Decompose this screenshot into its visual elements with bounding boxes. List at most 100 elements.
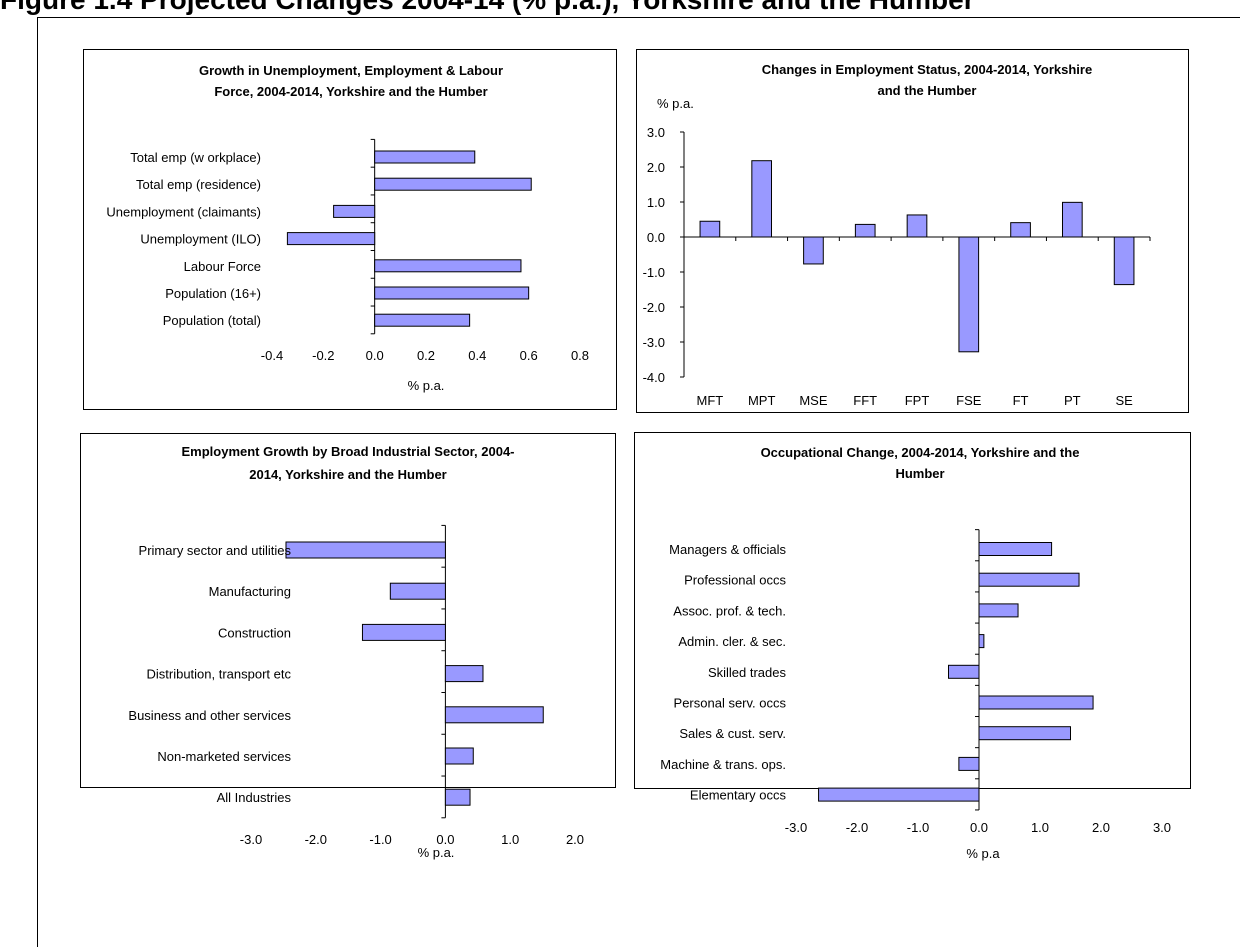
chart-panel-industrial-sector: Employment Growth by Broad Industrial Se… xyxy=(80,433,616,860)
occupational-change-bar-1 xyxy=(978,542,1053,556)
chart-panel-labour-force: Growth in Unemployment, Employment & Lab… xyxy=(83,49,617,410)
employment-status-bar-1 xyxy=(699,220,721,238)
employment-status-chart: Changes in Employment Status, 2004-2014,… xyxy=(643,62,1151,408)
employment-status-tick-label-7: -3.0 xyxy=(643,335,665,350)
employment-status-category-label-6: FSE xyxy=(956,393,982,408)
occupational-change-category-label-4: Admin. cler. & sec. xyxy=(678,634,786,649)
employment-status-tick-label-5: -1.0 xyxy=(643,265,665,280)
occupational-change-bar-6 xyxy=(978,695,1094,710)
occupational-change-title-line-2: Humber xyxy=(895,466,944,481)
labour-force-bar-1 xyxy=(374,150,476,164)
employment-status-category-label-3: MSE xyxy=(799,393,828,408)
industrial-sector-bar-2 xyxy=(389,582,446,600)
labour-force-tick-label-3: 0.0 xyxy=(366,348,384,363)
employment-status-category-label-2: MPT xyxy=(748,393,776,408)
occupational-change-category-label-9: Elementary occs xyxy=(690,788,787,803)
industrial-sector-tick-label-2: -2.0 xyxy=(305,832,327,847)
occupational-change-category-label-3: Assoc. prof. & tech. xyxy=(673,603,786,618)
occupational-change-bar-7 xyxy=(978,726,1071,741)
industrial-sector-bar-4 xyxy=(444,665,484,683)
employment-status-category-label-9: SE xyxy=(1115,393,1133,408)
industrial-sector-tick-label-3: -1.0 xyxy=(369,832,391,847)
labour-force-tick-label-5: 0.4 xyxy=(468,348,486,363)
industrial-sector-category-label-7: All Industries xyxy=(217,790,292,805)
occupational-change-tick-label-4: 0.0 xyxy=(970,820,988,835)
employment-status-bar-9 xyxy=(1113,236,1135,286)
occupational-change-bar-5 xyxy=(948,664,980,679)
industrial-sector-tick-label-6: 2.0 xyxy=(566,832,584,847)
employment-status-title-line-2: and the Humber xyxy=(878,83,977,98)
occupational-change-category-label-7: Sales & cust. serv. xyxy=(679,726,786,741)
occupational-change-bar-8 xyxy=(958,756,980,771)
labour-force-title-line-2: Force, 2004-2014, Yorkshire and the Humb… xyxy=(214,84,487,99)
labour-force-tick-label-6: 0.6 xyxy=(520,348,538,363)
occupational-change-category-label-2: Professional occs xyxy=(684,573,786,588)
labour-force-category-label-5: Labour Force xyxy=(184,259,261,274)
labour-force-category-label-6: Population (16+) xyxy=(165,286,261,301)
employment-status-bar-2 xyxy=(751,160,773,238)
occupational-change-category-label-5: Skilled trades xyxy=(708,665,787,680)
chart-panel-employment-status: Changes in Employment Status, 2004-2014,… xyxy=(636,49,1189,413)
labour-force-chart: Growth in Unemployment, Employment & Lab… xyxy=(106,63,589,393)
employment-status-tick-label-1: 3.0 xyxy=(647,125,665,140)
industrial-sector-tick-label-4: 0.0 xyxy=(436,832,454,847)
employment-status-category-label-1: MFT xyxy=(697,393,724,408)
employment-status-category-label-4: FFT xyxy=(853,393,877,408)
employment-status-category-label-5: FPT xyxy=(905,393,930,408)
labour-force-x-axis-label: % p.a. xyxy=(408,378,445,393)
employment-status-tick-label-6: -2.0 xyxy=(643,300,665,315)
industrial-sector-bar-5 xyxy=(444,706,544,724)
labour-force-tick-label-1: -0.4 xyxy=(261,348,283,363)
labour-force-tick-label-4: 0.2 xyxy=(417,348,435,363)
employment-status-tick-label-2: 2.0 xyxy=(647,160,665,175)
occupational-change-tick-label-1: -3.0 xyxy=(785,820,807,835)
industrial-sector-category-label-4: Distribution, transport etc xyxy=(146,667,291,682)
labour-force-bar-6 xyxy=(374,286,530,300)
labour-force-bar-4 xyxy=(286,232,376,246)
occupational-change-tick-label-6: 2.0 xyxy=(1092,820,1110,835)
occupational-change-title-line-1: Occupational Change, 2004-2014, Yorkshir… xyxy=(761,445,1080,460)
labour-force-title-line-1: Growth in Unemployment, Employment & Lab… xyxy=(199,63,503,78)
employment-status-bar-8 xyxy=(1061,201,1083,238)
labour-force-tick-label-7: 0.8 xyxy=(571,348,589,363)
employment-status-title-line-1: Changes in Employment Status, 2004-2014,… xyxy=(762,62,1092,77)
industrial-sector-tick-label-5: 1.0 xyxy=(501,832,519,847)
occupational-change-chart: Occupational Change, 2004-2014, Yorkshir… xyxy=(660,445,1171,861)
industrial-sector-bar-1 xyxy=(285,541,446,559)
chart-panel-occupational-change: Occupational Change, 2004-2014, Yorkshir… xyxy=(634,432,1191,861)
occupational-change-bar-4 xyxy=(978,634,985,649)
industrial-sector-x-axis-label: % p.a. xyxy=(418,845,455,860)
occupational-change-category-label-8: Machine & trans. ops. xyxy=(660,757,786,772)
occupational-change-bar-3 xyxy=(978,603,1019,618)
industrial-sector-category-label-3: Construction xyxy=(218,625,291,640)
industrial-sector-tick-label-1: -3.0 xyxy=(240,832,262,847)
page-frame xyxy=(37,17,1240,947)
labour-force-tick-label-2: -0.2 xyxy=(312,348,334,363)
employment-status-bar-3 xyxy=(803,236,824,265)
employment-status-category-label-7: FT xyxy=(1013,393,1029,408)
employment-status-tick-label-3: 1.0 xyxy=(647,195,665,210)
occupational-change-tick-label-2: -2.0 xyxy=(846,820,868,835)
employment-status-y-axis-label: % p.a. xyxy=(657,96,694,111)
industrial-sector-title-line-2: 2014, Yorkshire and the Humber xyxy=(249,467,446,482)
employment-status-bar-5 xyxy=(906,214,928,238)
employment-status-bar-4 xyxy=(854,223,876,238)
labour-force-category-label-1: Total emp (w orkplace) xyxy=(130,150,261,165)
labour-force-category-label-4: Unemployment (ILO) xyxy=(140,232,261,247)
labour-force-category-label-3: Unemployment (claimants) xyxy=(106,204,261,219)
labour-force-category-label-2: Total emp (residence) xyxy=(136,177,261,192)
industrial-sector-category-label-5: Business and other services xyxy=(128,708,291,723)
industrial-sector-category-label-6: Non-marketed services xyxy=(157,749,291,764)
industrial-sector-bar-6 xyxy=(444,747,474,765)
occupational-change-tick-label-3: -1.0 xyxy=(907,820,929,835)
industrial-sector-chart: Employment Growth by Broad Industrial Se… xyxy=(128,444,584,860)
occupational-change-bar-2 xyxy=(978,572,1080,587)
page-title: Figure 1.4 Projected Changes 2004-14 (% … xyxy=(0,0,1240,17)
labour-force-category-label-7: Population (total) xyxy=(163,313,261,328)
occupational-change-tick-label-7: 3.0 xyxy=(1153,820,1171,835)
labour-force-bar-2 xyxy=(374,177,532,191)
industrial-sector-category-label-2: Manufacturing xyxy=(209,584,291,599)
employment-status-tick-label-4: 0.0 xyxy=(647,230,665,245)
occupational-change-x-axis-label: % p.a xyxy=(966,846,1000,861)
industrial-sector-title-line-1: Employment Growth by Broad Industrial Se… xyxy=(181,444,514,459)
